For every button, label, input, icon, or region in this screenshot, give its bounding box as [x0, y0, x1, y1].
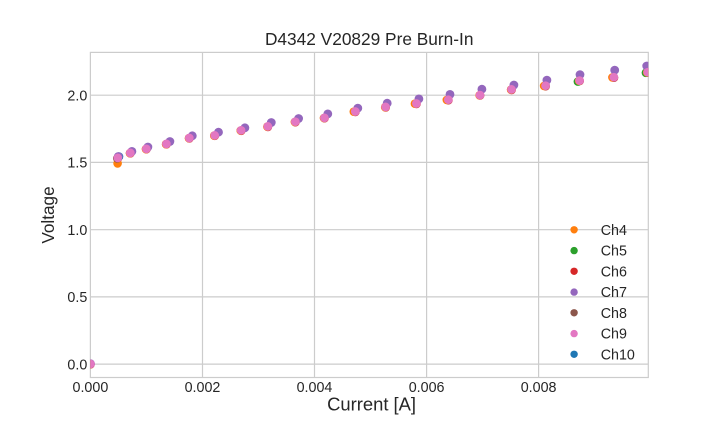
svg-text:2.0: 2.0	[67, 89, 87, 105]
svg-text:0.0: 0.0	[67, 357, 87, 373]
svg-text:Ch7: Ch7	[601, 285, 627, 301]
svg-text:0.008: 0.008	[521, 380, 557, 396]
svg-text:Ch4: Ch4	[601, 223, 627, 239]
svg-text:Ch5: Ch5	[601, 244, 627, 260]
svg-text:1.0: 1.0	[67, 223, 87, 239]
svg-text:0.000: 0.000	[73, 380, 109, 396]
svg-text:Ch8: Ch8	[601, 306, 627, 322]
svg-text:Current [A]: Current [A]	[327, 393, 416, 414]
svg-text:0.006: 0.006	[409, 380, 445, 396]
svg-text:D4342 V20829 Pre Burn-In: D4342 V20829 Pre Burn-In	[265, 29, 473, 49]
svg-text:Ch10: Ch10	[601, 347, 635, 363]
svg-text:0.002: 0.002	[185, 380, 221, 396]
svg-text:0.5: 0.5	[67, 290, 87, 306]
svg-text:Ch6: Ch6	[601, 264, 627, 280]
svg-text:1.5: 1.5	[67, 156, 87, 172]
svg-text:Ch9: Ch9	[601, 327, 627, 343]
svg-text:0.004: 0.004	[297, 380, 333, 396]
svg-text:Voltage: Voltage	[38, 186, 58, 243]
